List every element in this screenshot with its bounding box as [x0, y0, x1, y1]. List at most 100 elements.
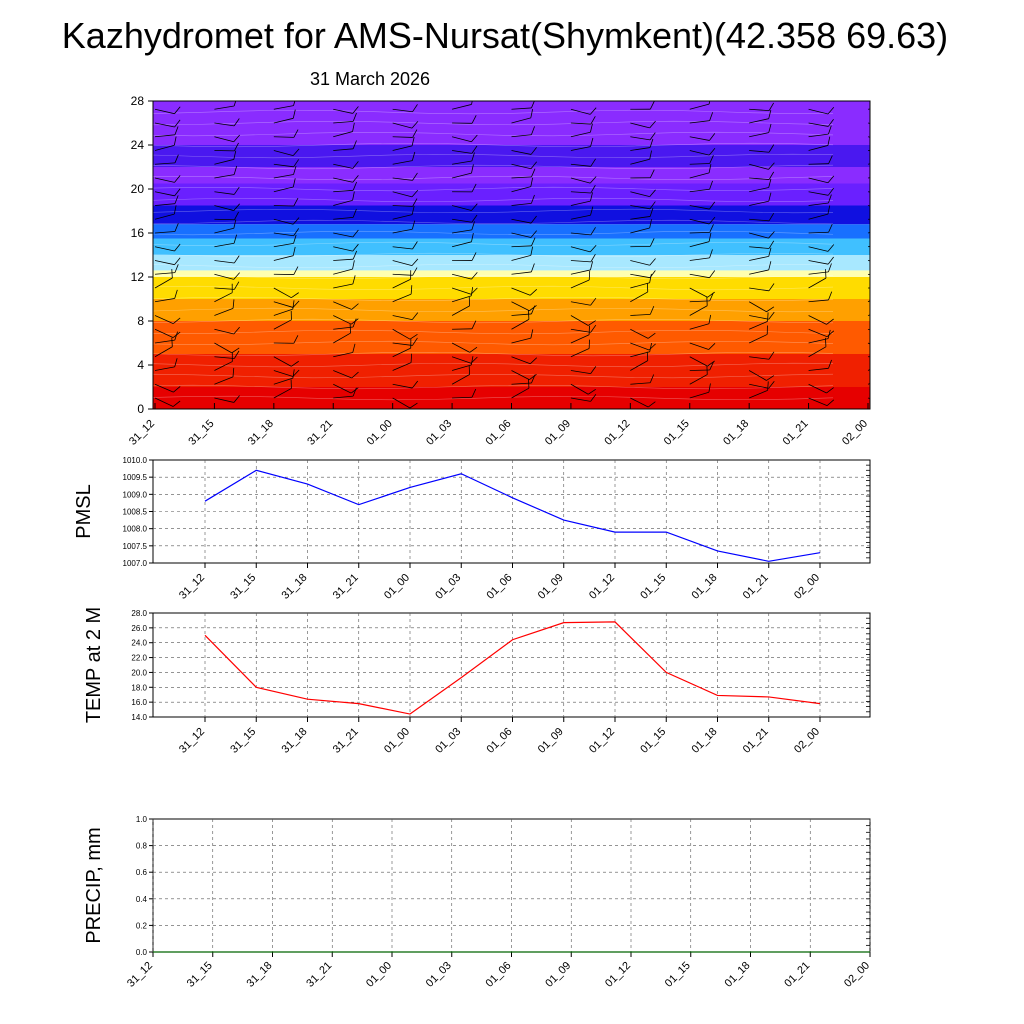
barb-shaft [808, 346, 827, 358]
barb-shaft [333, 163, 353, 169]
barb-flag [471, 145, 478, 154]
wind-barb [570, 271, 591, 289]
barb-shaft [867, 205, 870, 211]
plot-frame [152, 459, 871, 564]
barb-shaft [749, 200, 769, 206]
wind-barb [273, 159, 299, 168]
wind-barb [333, 275, 356, 289]
wind-barb [451, 232, 474, 248]
wind-barb [333, 243, 359, 252]
barb-shaft [511, 150, 532, 155]
barb-flag [709, 180, 713, 190]
barb-flag [174, 257, 181, 265]
barb-flag [828, 155, 833, 164]
y-tick-label: 26.0 [131, 624, 147, 633]
barb-shaft [867, 260, 870, 265]
barb-flag [292, 178, 296, 188]
x-tick-label: 01_18 [723, 960, 753, 990]
wind-barb [689, 356, 715, 367]
barb-flag [709, 249, 713, 259]
wind-barb [511, 168, 536, 179]
barb-flag [293, 335, 299, 344]
barb-shaft [689, 136, 710, 141]
wind-barb [451, 356, 474, 371]
barb-flag [292, 300, 300, 308]
wind-barb [570, 192, 593, 206]
barb-flag [827, 205, 831, 215]
wind-barb [392, 137, 415, 151]
barb-flag [352, 181, 357, 191]
barb-shaft [154, 191, 175, 197]
x-tick-label: 01_15 [638, 726, 668, 756]
barb-flag [411, 220, 416, 230]
temp-panel: 14.0 16.0 18.0 20.0 22.0 24.0 26.0 28.0 TEMP at … [83, 607, 871, 756]
wind-barb [273, 246, 296, 261]
barb-shaft [511, 117, 531, 124]
barb-shaft [808, 145, 829, 151]
barb-shaft [630, 227, 650, 234]
x-tick-label: 31_18 [280, 572, 310, 602]
wind-barb [630, 342, 652, 358]
barb-shaft [392, 362, 412, 371]
barb-shaft [451, 205, 472, 211]
barb-flag [410, 285, 413, 295]
wind-barb [452, 214, 478, 223]
barb-shaft [214, 122, 235, 127]
wind-barb [570, 123, 593, 138]
barb-flag [887, 396, 893, 405]
barb-shaft [214, 356, 235, 359]
barb-shaft [214, 292, 233, 303]
wind-barb [630, 342, 656, 351]
barb-shaft [154, 383, 174, 393]
barb-flag [649, 258, 656, 266]
barb-flag [768, 123, 772, 133]
y-tick-label: 24 [131, 138, 145, 152]
wind-barb [511, 310, 530, 330]
color-band [153, 321, 870, 354]
barb-shaft [511, 301, 530, 312]
x-tick-label: 01_18 [690, 726, 720, 756]
wind-barb [749, 311, 775, 320]
barb-shaft [511, 356, 531, 365]
y-tick-label: 1009.0 [123, 490, 148, 499]
barb-shaft [333, 131, 353, 138]
y-tick-label: 0.6 [136, 868, 148, 877]
barb-flag [468, 365, 470, 375]
barb-flag [231, 347, 240, 354]
wind-barb [392, 270, 412, 289]
wind-barb [452, 221, 475, 234]
wind-barb [570, 339, 590, 358]
barb-shaft [570, 246, 591, 253]
barb-flag [647, 332, 656, 339]
wind-barb [452, 388, 477, 399]
wind-barb [333, 324, 351, 344]
wind-barb [511, 287, 538, 296]
wind-barb [392, 151, 416, 165]
barb-shaft [570, 122, 591, 125]
wind-barb [451, 203, 478, 211]
barb-shaft [749, 383, 769, 389]
wind-barb [570, 158, 596, 167]
barb-flag [233, 395, 240, 403]
wind-barb [273, 228, 300, 237]
barb-shaft [214, 260, 235, 264]
barb-flag [471, 232, 474, 242]
contour-line [153, 252, 834, 258]
wind-barb [570, 227, 596, 236]
contour-line [153, 296, 834, 302]
barb-flag [647, 401, 656, 408]
wind-barb [630, 169, 655, 179]
wind-barb [392, 285, 413, 303]
barb-shaft [333, 268, 353, 275]
wind-barb [570, 315, 596, 326]
barb-flag [173, 386, 181, 393]
barb-flag [471, 214, 478, 223]
wind-barb [511, 246, 534, 261]
wind-barb [333, 122, 355, 138]
y-tick-label: 0.8 [136, 842, 148, 851]
wind-barb [154, 175, 181, 183]
wind-barb [867, 273, 870, 280]
wind-barb [273, 300, 295, 316]
x-tick-label: 01_15 [638, 572, 668, 602]
wind-barb [808, 359, 832, 371]
